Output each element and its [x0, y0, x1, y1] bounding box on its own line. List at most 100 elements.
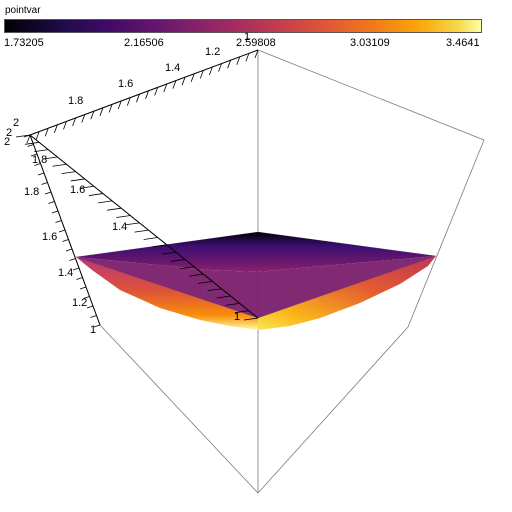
surface-center	[76, 256, 436, 318]
axis-tick	[44, 191, 52, 195]
axis-tick	[143, 237, 158, 240]
axis-tick	[198, 281, 213, 284]
axis-ticks	[15, 49, 259, 328]
axis-tick	[25, 141, 40, 145]
axis-tick	[90, 315, 97, 318]
axis-tick	[227, 60, 232, 69]
axis-tick	[243, 317, 259, 321]
axis-tick	[154, 87, 159, 96]
axis-tick	[53, 124, 58, 133]
axis-tick	[55, 220, 62, 223]
axis-top-label: 1.4	[165, 62, 180, 74]
axis-tick	[37, 172, 45, 176]
axis-tick	[236, 56, 241, 65]
axis-tick	[234, 310, 249, 314]
axis-left-label: 1.2	[72, 297, 87, 309]
axis-tick	[63, 121, 67, 130]
axis-left-label: 1.6	[42, 231, 57, 243]
axis-tick	[125, 222, 140, 226]
axis-diag-line	[29, 134, 259, 319]
axis-tick	[27, 144, 34, 147]
axis-tick	[72, 267, 80, 271]
axis-tick	[23, 134, 31, 138]
surface-shading	[75, 231, 437, 319]
axis-tick	[34, 163, 41, 166]
axis-top-line	[29, 49, 259, 136]
axis-tick	[108, 104, 113, 113]
axis-tick	[209, 66, 213, 76]
colorbar-title: pointvar	[5, 5, 41, 16]
axis-tick	[172, 80, 177, 89]
axis-left-labels: 2 1.8 1.6 1.4 1.2 1	[4, 136, 96, 336]
axis-tick	[99, 107, 104, 116]
axis-tick	[189, 273, 204, 277]
axis-top-label: 1.6	[118, 78, 133, 90]
axis-tick	[199, 70, 204, 79]
axis-tick	[48, 201, 55, 204]
axis-tick	[79, 286, 87, 290]
axis-tick	[161, 251, 176, 255]
colorbar-tick: 3.03109	[350, 37, 390, 49]
axis-tick	[180, 266, 195, 270]
axis-left-label: 1	[90, 324, 96, 336]
axis-tick	[107, 207, 122, 211]
axis-tick	[216, 295, 231, 299]
surface-right-face	[258, 256, 436, 330]
axis-tick	[90, 111, 95, 120]
axis-tick	[93, 324, 101, 328]
axis-tick	[44, 128, 49, 137]
surface-mesh	[75, 231, 437, 330]
axis-tick	[81, 114, 86, 123]
axis-top-label: 1.8	[68, 95, 83, 107]
axis-tick	[52, 163, 67, 167]
surface-back-face	[76, 232, 436, 272]
axis-tick	[65, 248, 73, 252]
axis-tick	[190, 73, 195, 82]
colorbar-tick: 3.4641	[446, 37, 480, 49]
axis-left-label: 1.8	[24, 186, 39, 198]
axis-tick	[145, 90, 149, 99]
axis-tick	[170, 259, 186, 262]
axis-left-label: 1.4	[58, 267, 73, 279]
axis-top-label: 1	[244, 31, 250, 43]
axis-top-label: 2	[13, 117, 19, 129]
axis-tick	[35, 131, 40, 140]
colorbar-tick: 2.16506	[124, 37, 164, 49]
axis-diag-label: 2	[6, 127, 12, 139]
axis-tick	[30, 153, 38, 157]
axis-tick	[61, 171, 76, 174]
axis-tick	[69, 258, 76, 261]
axis-tick	[163, 83, 168, 93]
axis-diag-label: 1.4	[112, 221, 127, 233]
surface-left-face	[76, 257, 258, 330]
axis-tick	[116, 215, 131, 218]
axis-tick	[58, 229, 66, 233]
axis-top-labels: 1 1.2 1.4 1.6 1.8 2	[13, 31, 250, 129]
axis-tick	[79, 185, 94, 189]
axis-tick	[136, 94, 140, 103]
colorbar	[4, 19, 482, 33]
axis-tick	[207, 288, 222, 292]
axis-tick	[51, 210, 59, 214]
axis-tick	[72, 117, 76, 127]
axis-diag-label: 1.8	[32, 154, 47, 166]
axis-tick	[83, 296, 90, 299]
axis-tick	[34, 149, 49, 153]
axis-tick	[152, 244, 167, 248]
axis-tick	[126, 97, 131, 106]
axis-tick	[117, 100, 122, 110]
axis-left-label: 2	[4, 136, 10, 148]
axis-diag-label: 1	[234, 311, 240, 323]
axis-top-label: 1.2	[205, 46, 220, 58]
axis-tick	[76, 277, 83, 280]
axis-tick	[254, 49, 259, 59]
axis-tick	[70, 178, 85, 182]
axis-tick	[86, 305, 94, 309]
axis-tick	[88, 193, 104, 196]
axis-diag-labels: 2 1.8 1.6 1.4 1	[6, 127, 240, 323]
axis-tick	[62, 239, 69, 242]
axis-tick	[41, 182, 48, 185]
axis-tick	[181, 77, 186, 86]
axis-tick	[218, 63, 222, 72]
